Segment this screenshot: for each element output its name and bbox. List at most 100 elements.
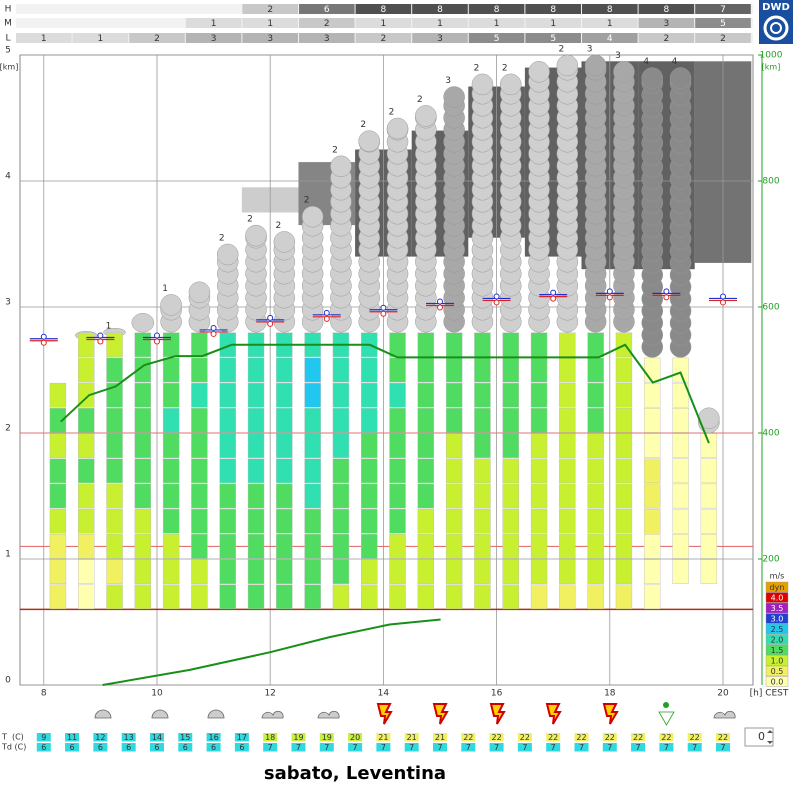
spinner-arrows[interactable] (767, 730, 773, 744)
temp-cell (687, 733, 702, 742)
lift-cell (474, 584, 491, 610)
temp-cell (263, 743, 278, 752)
legend-label: 1.5 (771, 646, 784, 655)
cover-cell (468, 4, 525, 14)
temp-label: 11 (67, 733, 77, 742)
marker-dot (380, 310, 387, 317)
legend-label: 2.5 (771, 625, 784, 634)
lift-cell (502, 408, 519, 433)
thunder-icon (376, 703, 393, 725)
lift-cell (276, 433, 293, 458)
lift-cell (332, 559, 350, 584)
temp-cell (93, 743, 108, 752)
cover-label: 8 (664, 5, 670, 15)
lift-cell (304, 559, 321, 584)
lift-cell (49, 559, 67, 584)
cover-cell (355, 33, 412, 43)
temp-cell (121, 733, 136, 742)
marker-dot (40, 339, 47, 346)
cloud-puff (415, 105, 437, 127)
cloud-class-label: 2 (389, 108, 395, 118)
marker-dot (606, 288, 613, 295)
lift-cell (389, 584, 406, 610)
lift-cell (134, 584, 152, 610)
lift-cell (106, 508, 123, 534)
temp-cell (206, 743, 221, 752)
temp-label: 22 (520, 733, 530, 742)
temp-label: 19 (293, 733, 303, 742)
cover-row-label: H (5, 5, 12, 15)
temp-label: 6 (183, 743, 188, 752)
marker-dot (267, 314, 274, 321)
temp-label: 6 (126, 743, 131, 752)
lift-cell (276, 534, 293, 559)
lift-cell (191, 584, 208, 610)
cloud-puff (471, 73, 494, 96)
cover-label: 1 (98, 34, 104, 44)
lift-cell (247, 508, 265, 534)
lift-cell (219, 357, 236, 383)
lift-cell (134, 382, 152, 408)
spinner-value: 0 (758, 730, 765, 743)
temp-cell (716, 743, 731, 752)
lift-cell (474, 483, 491, 509)
lift-cell (304, 458, 321, 484)
temp-cell (319, 743, 334, 752)
lift-cell (615, 508, 633, 534)
lift-cell (389, 534, 406, 559)
lift-cell (417, 433, 435, 458)
temp-label: 16 (208, 733, 218, 742)
cover-cell (298, 33, 355, 43)
lift-cell (474, 332, 491, 358)
cloud-stack (613, 61, 635, 333)
lift-cell (106, 357, 123, 383)
lift-cell (559, 382, 576, 408)
cloud-puff (216, 243, 239, 266)
lift-cell (134, 483, 152, 509)
lift-cell (559, 408, 576, 433)
cloud-puff (330, 155, 352, 178)
lift-cell (672, 458, 689, 484)
lift-cell (700, 559, 718, 584)
cloud-stack (669, 67, 692, 358)
temp-label: 6 (211, 743, 216, 752)
y2-tick-label: 200 (762, 555, 779, 565)
logo-swirl (770, 22, 782, 34)
logo-text: DWD (762, 2, 790, 13)
temp-label: 7 (466, 743, 471, 752)
lift-cell (445, 458, 463, 484)
lift-cell (247, 408, 265, 433)
cover-cell (355, 18, 412, 28)
cloud-puff (273, 231, 296, 253)
temp-label: 7 (381, 743, 386, 752)
lift-cell (700, 433, 718, 458)
cover-cell (298, 18, 355, 28)
condensation-marker (29, 333, 58, 346)
cloud-icon (94, 709, 112, 719)
lift-cell (162, 332, 180, 358)
cloud-class-label: 2 (360, 120, 366, 130)
cover-label: 1 (211, 19, 217, 29)
temp-cell (659, 733, 674, 742)
lift-cell (587, 584, 604, 610)
legend-swatch (765, 655, 789, 666)
spinner-box[interactable] (744, 727, 774, 747)
legend-label: 3.5 (771, 604, 784, 613)
temp-label: 6 (41, 743, 46, 752)
lift-cell (615, 559, 633, 584)
marker-dot (210, 330, 217, 337)
cover-label: 2 (267, 5, 273, 15)
lift-cell (78, 559, 95, 584)
y2-axis-label: [km] (762, 63, 781, 72)
lift-cell (389, 483, 406, 509)
lift-cell (332, 483, 350, 509)
lift-cell (78, 483, 95, 509)
chart-title: sabato, Leventina (264, 763, 446, 784)
lift-cell (559, 357, 576, 383)
temp-cell (121, 743, 136, 752)
x-tick-label: 20 (717, 689, 729, 699)
lift-cell (559, 534, 576, 559)
temp-label: 22 (576, 733, 586, 742)
offset-spinner[interactable]: 0 (744, 727, 774, 747)
cover-label: 7 (720, 5, 726, 15)
